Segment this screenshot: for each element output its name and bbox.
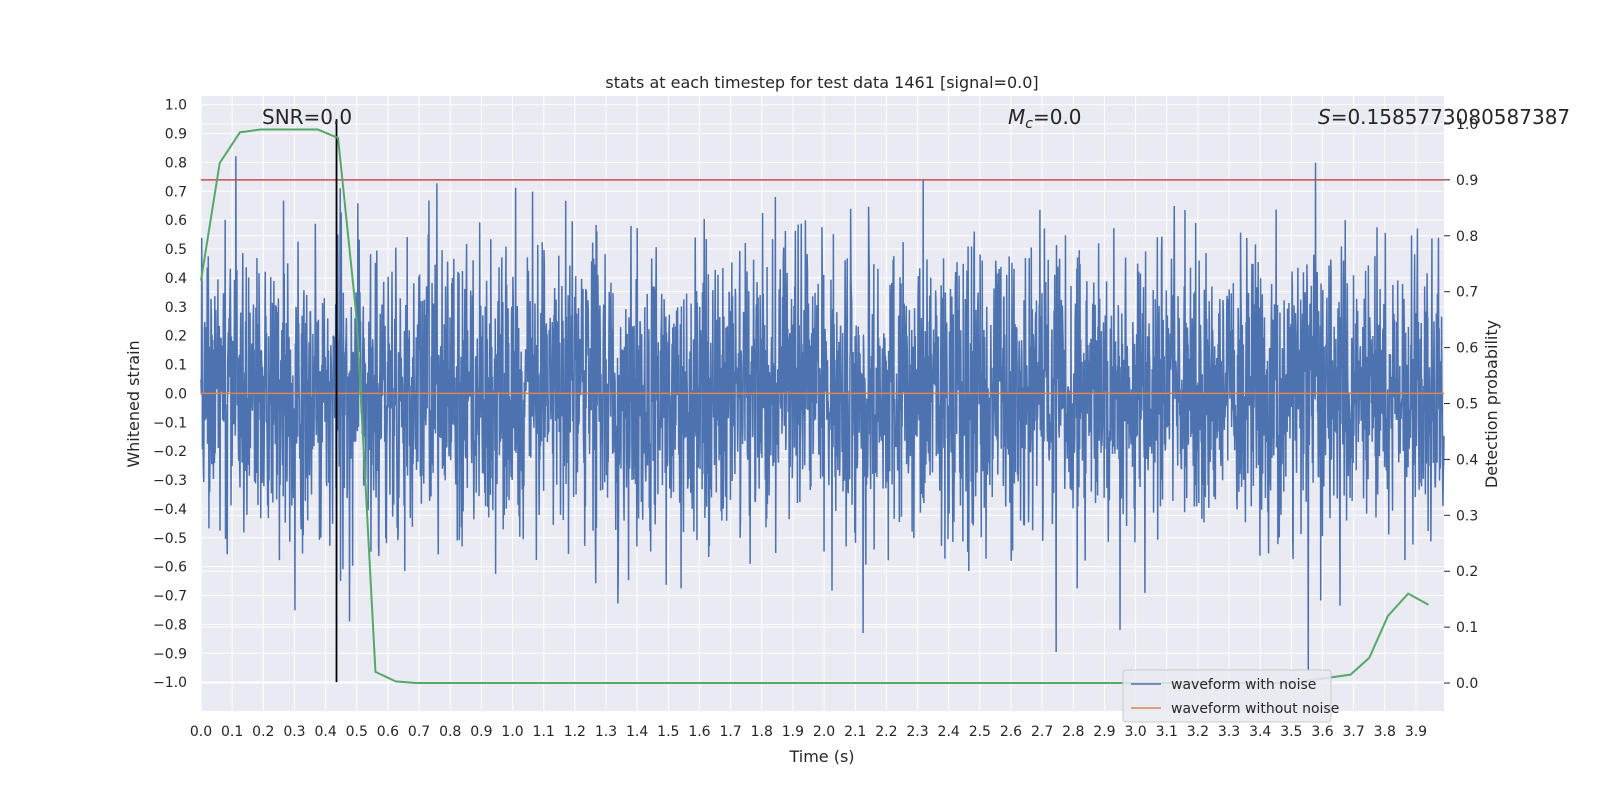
x-tick-label: 3.5 (1280, 724, 1302, 740)
chart-title: stats at each timestep for test data 146… (605, 73, 1038, 92)
x-tick-label: 2.3 (906, 724, 928, 740)
x-tick-label: 0.5 (346, 724, 368, 740)
y-ticks: 1.0 0.9 0.8 0.7 0.6 0.5 0.4 0.3 0.2 0.1 0.0 −0.1 −0.… (153, 98, 187, 691)
y-tick-label: −0.1 (153, 415, 187, 431)
mc-value: =0.0 (1033, 105, 1082, 129)
x-axis-label: Time (s) (788, 747, 854, 766)
y-tick-label: 0.1 (165, 358, 187, 374)
mc-subscript: c (1025, 116, 1033, 132)
x-tick-label: 0.9 (470, 724, 492, 740)
y-tick-label: −0.6 (153, 560, 187, 576)
s-annotation: S=0.1585773080587387 (1318, 105, 1570, 129)
x-tick-label: 0.0 (190, 724, 212, 740)
y-axis-label: Whitened strain (124, 340, 143, 467)
y-tick-label: 0.7 (165, 184, 187, 200)
y2-tick-label: 0.2 (1456, 564, 1478, 580)
snr-annotation: SNR=0.0 (262, 105, 352, 129)
x-tick-label: 1.1 (533, 724, 555, 740)
x-tick-label: 1.6 (688, 724, 710, 740)
x-tick-label: 0.3 (283, 724, 305, 740)
y-tick-label: 0.3 (165, 300, 187, 316)
y-tick-label: 0.8 (165, 155, 187, 171)
x-tick-label: 2.9 (1093, 724, 1115, 740)
x-tick-label: 2.5 (969, 724, 991, 740)
s-symbol: S (1318, 105, 1331, 129)
x-tick-label: 1.7 (719, 724, 741, 740)
y-tick-label: −0.8 (153, 617, 187, 633)
x-tick-label: 0.4 (314, 724, 336, 740)
y-tick-label: −0.9 (153, 646, 187, 662)
noise-waveform-line (200, 156, 1445, 671)
legend-label-clean: waveform without noise (1171, 701, 1339, 717)
x-tick-label: 2.2 (875, 724, 897, 740)
x-tick-label: 0.6 (377, 724, 399, 740)
y2-tick-label: 0.3 (1456, 508, 1478, 524)
x-tick-label: 3.9 (1405, 724, 1427, 740)
x-tick-label: 2.7 (1031, 724, 1053, 740)
x-tick-label: 2.8 (1062, 724, 1084, 740)
y-tick-label: 0.9 (165, 127, 187, 143)
y-tick-label: 0.0 (165, 386, 187, 402)
x-tick-label: 3.4 (1249, 724, 1271, 740)
chirp-mass-annotation: Mc=0.0 (1008, 105, 1082, 132)
x-tick-label: 3.1 (1156, 724, 1178, 740)
legend-label-noise: waveform with noise (1171, 677, 1316, 693)
y-tick-label: −0.3 (153, 473, 187, 489)
y-tick-label: 0.5 (165, 242, 187, 258)
x-tick-label: 3.8 (1374, 724, 1396, 740)
detection-probability-line (200, 128, 1429, 685)
x-tick-label: 1.8 (751, 724, 773, 740)
x-tick-label: 3.6 (1311, 724, 1333, 740)
x-tick-label: 1.5 (657, 724, 679, 740)
y2-tick-label: 0.6 (1456, 341, 1478, 357)
x-tick-label: 0.1 (221, 724, 243, 740)
x-tick-label: 1.9 (782, 724, 804, 740)
y2-tick-label: 0.5 (1456, 397, 1478, 413)
x-tick-label: 0.8 (439, 724, 461, 740)
x-tick-label: 0.7 (408, 724, 430, 740)
mc-symbol: M (1008, 105, 1025, 129)
y-tick-label: −0.5 (153, 531, 187, 547)
x-tick-label: 0.2 (252, 724, 274, 740)
y-tick-label: −1.0 (153, 675, 187, 691)
x-tick-label: 3.3 (1218, 724, 1240, 740)
x-tick-label: 2.4 (938, 724, 960, 740)
x-tick-label: 1.4 (626, 724, 648, 740)
x-tick-label: 1.0 (501, 724, 523, 740)
y2-tick-label: 0.4 (1456, 452, 1478, 468)
x-ticks: 0.0 0.1 0.2 0.3 0.4 0.5 0.6 0.7 0.8 0.9 1.0 1.1 1.2 1… (190, 724, 1427, 740)
y2-tick-label: 0.7 (1456, 285, 1478, 301)
y2-tick-label: 0.0 (1456, 676, 1478, 692)
y-tick-label: 0.2 (165, 329, 187, 345)
y2-tick-label: 0.1 (1456, 620, 1478, 636)
x-tick-label: 1.2 (564, 724, 586, 740)
x-tick-label: 3.2 (1187, 724, 1209, 740)
y2-tick-label: 0.9 (1456, 173, 1478, 189)
legend: waveform with noise waveform without noi… (1122, 669, 1339, 723)
y-tick-label: 0.4 (165, 271, 187, 287)
y2-tick-label: 1.0 (1456, 117, 1478, 133)
y-tick-label: −0.7 (153, 589, 187, 605)
y2-tick-label: 0.8 (1456, 229, 1478, 245)
x-tick-label: 1.3 (595, 724, 617, 740)
y-tick-label: 0.6 (165, 213, 187, 229)
x-tick-label: 3.7 (1343, 724, 1365, 740)
y2-ticks: 1.0 0.9 0.8 0.7 0.6 0.5 0.4 0.3 0.2 0.1 0.0 (1444, 117, 1478, 692)
detection-probability-series (200, 128, 1429, 685)
x-tick-label: 2.0 (813, 724, 835, 740)
y-tick-label: −0.4 (153, 502, 187, 518)
x-tick-label: 2.1 (844, 724, 866, 740)
x-tick-label: 3.0 (1124, 724, 1146, 740)
y-tick-label: 1.0 (165, 98, 187, 114)
y2-axis-label: Detection probability (1482, 320, 1501, 488)
legend-box (1122, 669, 1332, 723)
y-tick-label: −0.2 (153, 444, 187, 460)
s-value: =0.1585773080587387 (1331, 105, 1570, 129)
x-tick-label: 2.6 (1000, 724, 1022, 740)
waveform-with-noise-series (200, 156, 1445, 671)
